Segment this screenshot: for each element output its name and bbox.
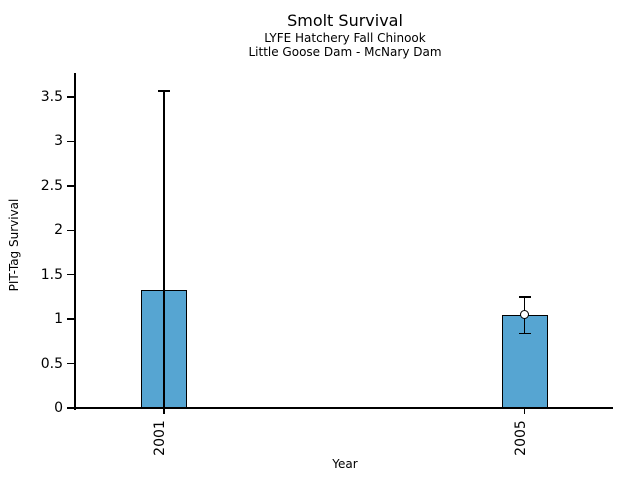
chart-subtitle-line1: LYFE Hatchery Fall Chinook [264, 31, 426, 45]
error-cap-bottom-2005 [518, 332, 531, 335]
y-axis-tick [67, 229, 74, 232]
x-axis-tick [523, 408, 526, 414]
y-axis-tick-label: 1.5 [40, 266, 63, 283]
y-axis-tick-label: 3 [54, 133, 63, 150]
y-axis-tick-label: 1 [54, 311, 63, 328]
error-cap-top-2005 [518, 296, 531, 298]
y-axis-tick [67, 185, 74, 187]
x-axis-title: Year [332, 457, 358, 471]
y-axis-tick-label: 0 [54, 400, 63, 416]
y-axis-line [74, 73, 76, 410]
y-axis-tick [67, 407, 74, 409]
x-axis-line [74, 407, 613, 409]
y-axis-tick [67, 96, 74, 98]
y-axis-tick-label: 2.5 [40, 177, 63, 194]
y-axis-tick [67, 318, 74, 320]
x-axis-tick [163, 408, 165, 414]
y-axis-tick-label: 2 [54, 222, 63, 239]
y-axis-tick-label: 0.5 [40, 355, 63, 372]
x-axis-tick-label: 2005 [512, 420, 529, 456]
chart-subtitle-line2: Little Goose Dam - McNary Dam [248, 45, 442, 59]
chart-title: Smolt Survival [287, 11, 403, 30]
y-axis-tick [67, 140, 74, 143]
y-axis-tick [67, 273, 74, 276]
y-axis-tick [67, 362, 74, 365]
error-bar-2001 [163, 90, 165, 408]
point-marker-2005 [520, 310, 529, 320]
error-cap-top-2001 [158, 90, 170, 92]
x-axis-tick-label: 2001 [152, 420, 168, 456]
y-axis-tick-label: 3.5 [40, 89, 63, 105]
